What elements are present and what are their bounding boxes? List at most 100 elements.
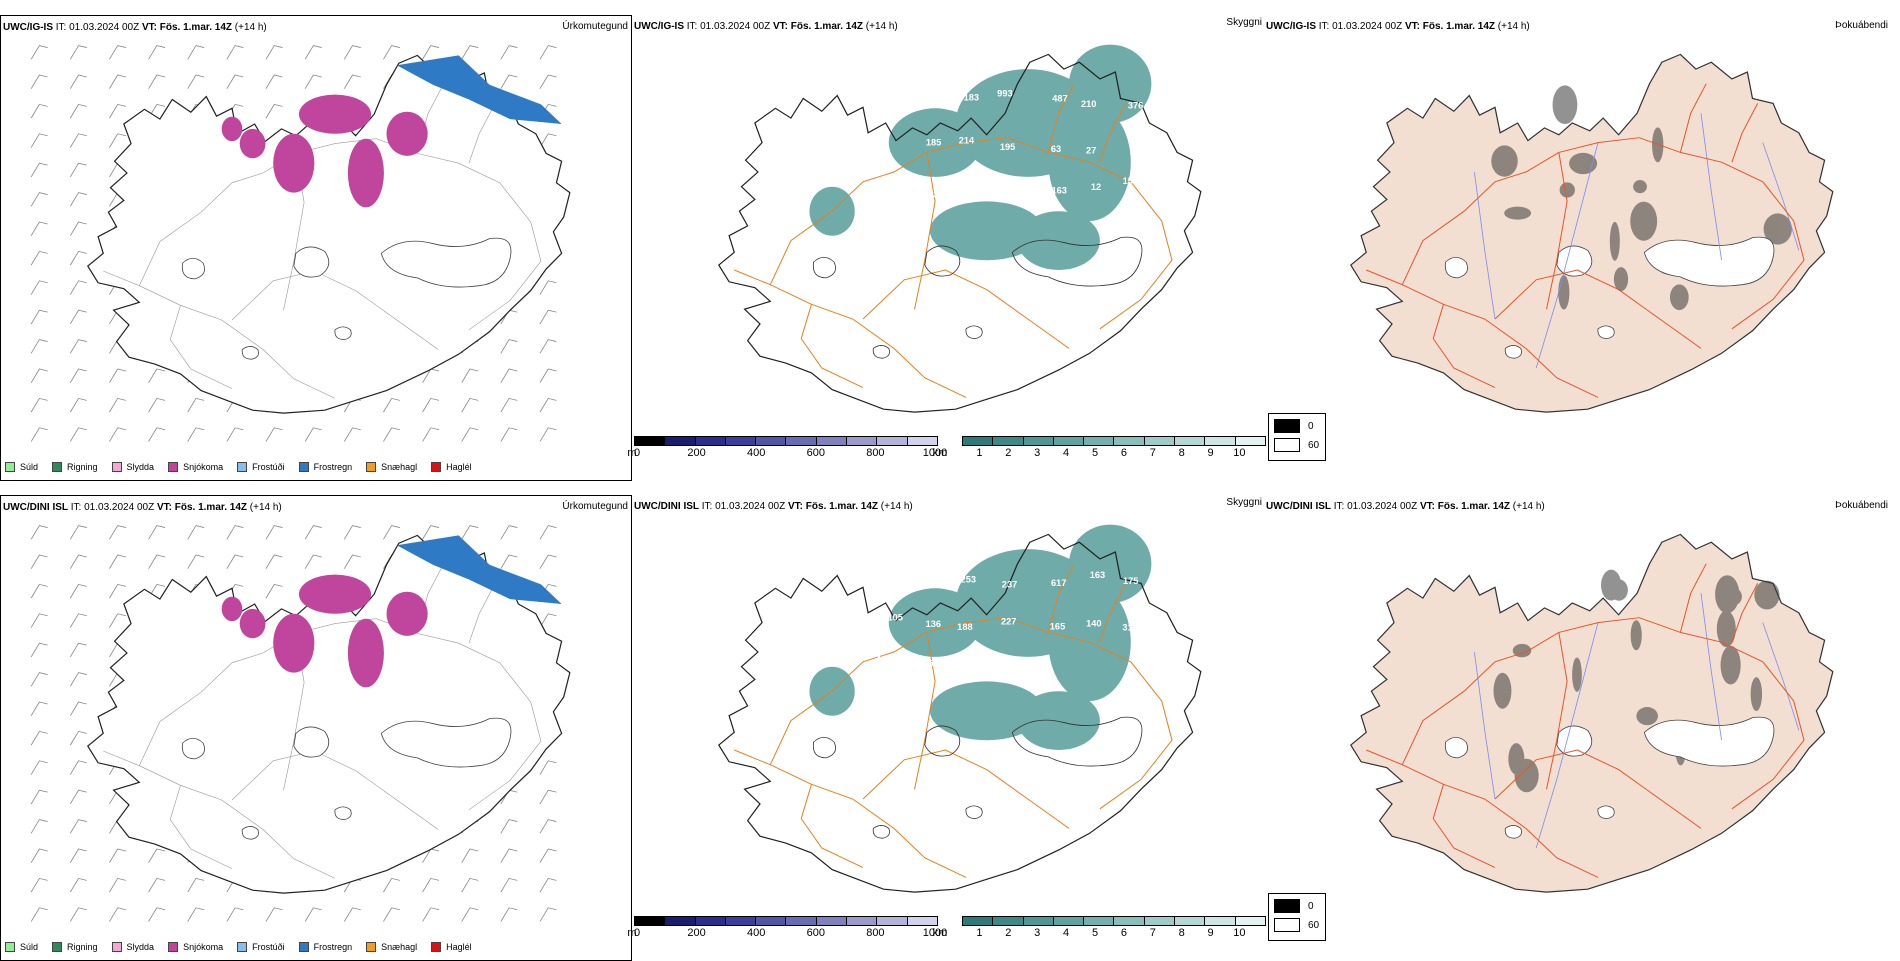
shade-swatch (1274, 899, 1300, 913)
fog-spot (1613, 267, 1629, 292)
wind-barb (383, 427, 400, 442)
wind-barb (30, 162, 48, 178)
wind-barb (109, 427, 127, 442)
wind-barb (539, 789, 557, 805)
vis-colorbar-ticks: km 1 2 3 4 5 6 7 8 9 10 (932, 927, 1246, 939)
wind-barb (69, 907, 87, 922)
wind-barb (422, 45, 440, 60)
wind-barb (69, 162, 87, 178)
legend-swatch (237, 462, 248, 472)
wind-barb (30, 760, 48, 775)
colorbar-cell (1084, 437, 1115, 445)
wind-barb (539, 339, 557, 354)
snowfall-area (239, 128, 266, 159)
snowfall-area (273, 133, 315, 193)
colorbar-cell (963, 437, 994, 445)
shade-label: 60 (1308, 439, 1320, 451)
road-line (1639, 617, 1805, 810)
road-line (1731, 583, 1759, 643)
wind-barb (109, 583, 127, 599)
shade-entry: 60 (1274, 438, 1325, 452)
colorbar-cell (695, 437, 726, 445)
colorbar-tick: 600 (806, 927, 825, 939)
precip-panel-row2: UWC/DINI ISL IT: 01.03.2024 00Z VT: Fös.… (0, 495, 632, 961)
wind-barb (30, 103, 48, 119)
wind-barb (461, 427, 479, 442)
wind-barb (30, 613, 48, 628)
legend-entry: Súld (5, 942, 38, 952)
glacier-outline (334, 806, 352, 820)
low-visibility-area (929, 681, 1044, 741)
colorbar-tick: 4 (1063, 927, 1070, 939)
snowfall-area (386, 111, 428, 156)
colorbar-cell (635, 917, 666, 925)
cloud-base-label: 541 (966, 188, 981, 198)
wind-barb (69, 672, 87, 687)
wind-barb (343, 74, 361, 89)
wind-barb (343, 525, 361, 540)
colorbar-tick: 8 (1178, 447, 1185, 459)
wind-barb (69, 192, 87, 207)
colorbar-cell (816, 437, 848, 445)
wind-barb (539, 907, 557, 922)
glacier-outline (872, 825, 890, 839)
cloud-base-label: 993 (997, 89, 1012, 99)
colorbar-tick: 5 (1091, 447, 1099, 459)
legend-label: Snjókoma (183, 462, 224, 472)
wind-barb (383, 525, 400, 540)
river-line (1762, 142, 1800, 251)
wind-barb (500, 554, 518, 569)
colorbar-cell (1053, 437, 1085, 445)
wind-barb (500, 368, 518, 383)
wind-barb (69, 819, 87, 834)
wind-barb (30, 221, 48, 236)
wind-barb (69, 339, 87, 354)
snowfall-area (298, 574, 372, 614)
legend-label: Frostregn (313, 942, 353, 952)
colorbar-cell (635, 437, 666, 445)
glacier-outline (965, 325, 983, 339)
glacier-outline (1556, 725, 1593, 757)
fog-spot (1493, 672, 1512, 709)
cloud-base-label: 253 (961, 575, 976, 585)
cloud-base-label: 227 (1001, 617, 1016, 627)
wind-barb (30, 730, 48, 746)
glacier-outline (334, 326, 352, 340)
road-line (1007, 617, 1173, 810)
legend-entry: Slydda (111, 942, 154, 952)
wind-barb (69, 250, 87, 266)
glacier-outline (1556, 245, 1593, 277)
wind-barb (187, 397, 205, 413)
fog-spot (1715, 575, 1740, 614)
fog-spot (1669, 284, 1689, 311)
wind-barb (226, 45, 244, 60)
fog-spot (1572, 657, 1582, 692)
iceland-coastline (718, 533, 1202, 893)
wind-barb (30, 397, 48, 413)
wind-barb (109, 103, 127, 119)
wind-barb (539, 397, 557, 413)
wind-barb (539, 427, 557, 442)
legend-swatch (5, 942, 15, 952)
river-line (1535, 622, 1599, 849)
model-name: UWC/IG-IS (3, 22, 53, 33)
colorbar-tick: 0 (633, 927, 641, 939)
cloud-base-label: 19 (1130, 147, 1140, 157)
fog-shade-legend-row2: 0 60 (1268, 893, 1326, 941)
colorbar-tick: 800 (866, 927, 885, 939)
colorbar-tick: 5 (1091, 927, 1099, 939)
wind-barb (539, 280, 557, 295)
wind-barb (265, 74, 283, 89)
glacier-outline (1011, 716, 1143, 767)
road-line (1047, 83, 1075, 153)
legend-entry: Rigning (52, 462, 98, 472)
fog-panel-row2: UWC/DINI ISL IT: 01.03.2024 00Z VT: Fös.… (1264, 495, 1900, 961)
legend-label: Frostúði (252, 942, 285, 952)
wind-barb (30, 45, 48, 60)
snowfall-area (347, 138, 384, 208)
wind-barb (226, 907, 244, 922)
road-line (1401, 137, 1640, 285)
wind-barb (539, 368, 557, 383)
snowfall-area (239, 608, 266, 639)
wind-barb (226, 74, 244, 89)
